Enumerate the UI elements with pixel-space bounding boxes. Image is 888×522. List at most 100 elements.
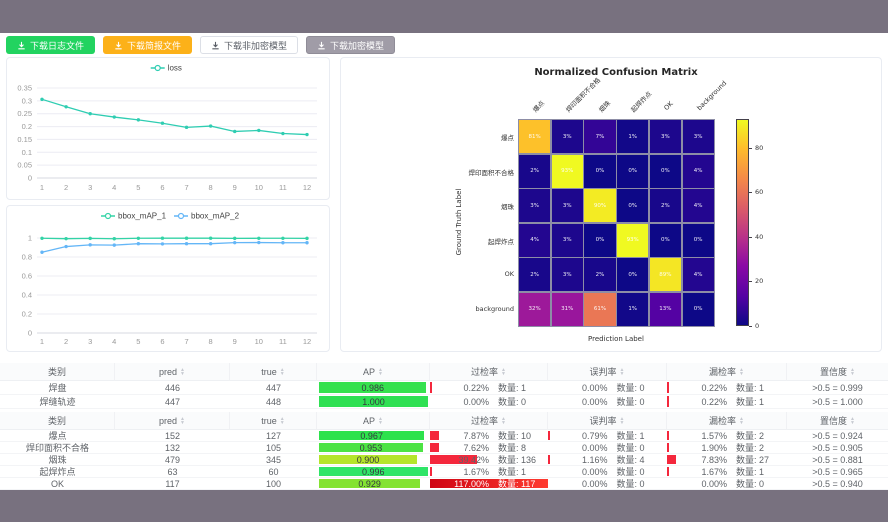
matrix-cell-value: 4% <box>693 202 703 209</box>
caret-up-icon: ▲ <box>279 366 285 373</box>
legend-label: bbox_mAP_1 <box>118 212 167 221</box>
table-header-row: 类别 pred ▲ ▼ true ▲ ▼ AP ▲ ▼ 过检率 ▲ ▼ 误判率 ▲ ▼ 漏检率 ▲ ▼ 置信度 ▲ ▼ <box>0 412 888 430</box>
download-icon <box>317 41 326 50</box>
table-row: 爆点 152 127 0.967 7.87% 数量: 10 0.79% 数量: 1 1.57% 数… <box>0 430 888 442</box>
column-header-4[interactable]: AP ▲ ▼ <box>317 363 430 381</box>
caret-down-icon: ▼ <box>378 370 383 377</box>
colorbar-tick <box>749 326 752 327</box>
matrix-cell: 3% <box>518 188 552 223</box>
sort-caret[interactable]: ▲ ▼ <box>180 366 185 376</box>
rate-count: 数量: 1 <box>736 383 765 393</box>
legend-item[interactable]: loss <box>150 64 182 73</box>
matrix-cell: 0% <box>648 222 682 258</box>
matrix-cell: 4% <box>681 257 715 292</box>
ap-bar: 0.996 <box>319 467 428 477</box>
column-header-6[interactable]: 误判率 ▲ ▼ <box>548 363 667 381</box>
data-point <box>208 242 213 246</box>
column-header-2[interactable]: pred ▲ ▼ <box>115 412 230 430</box>
overdetect-rate-cell: 7.87% 数量: 10 <box>430 430 548 442</box>
column-header-5[interactable]: 过检率 ▲ ▼ <box>430 412 548 430</box>
caret-down-icon: ▼ <box>739 419 744 426</box>
matrix-row-label: 烟珠 <box>501 203 514 212</box>
column-header-3[interactable]: true ▲ ▼ <box>230 363 317 381</box>
column-label: true <box>261 415 277 426</box>
column-header-4[interactable]: AP ▲ ▼ <box>317 412 430 430</box>
rate-bar <box>667 382 669 393</box>
ap-bar: 1.000 <box>319 396 428 407</box>
sort-caret[interactable]: ▲ ▼ <box>620 367 625 376</box>
sort-caret[interactable]: ▲ ▼ <box>180 416 185 425</box>
data-point <box>112 237 116 241</box>
button-label: 下载加密模型 <box>330 40 385 51</box>
caret-up-icon: ▲ <box>279 415 285 422</box>
rate-count: 数量: 136 <box>498 455 537 465</box>
data-point <box>40 250 44 254</box>
x-tick-label: 6 <box>160 183 164 192</box>
miss-rate-cell: 1.90% 数量: 2 <box>667 442 787 454</box>
y-tick-label: 0.1 <box>22 148 32 157</box>
sort-caret[interactable]: ▲ ▼ <box>279 366 285 376</box>
sort-caret[interactable]: ▲ ▼ <box>739 416 744 426</box>
column-label: 类别 <box>47 416 66 426</box>
sort-caret[interactable]: ▲ ▼ <box>501 416 506 425</box>
matrix-cell-value: 0% <box>661 168 670 174</box>
rate-percent: 0.22% <box>463 382 489 393</box>
column-header-7[interactable]: 漏检率 ▲ ▼ <box>667 363 787 381</box>
column-label: AP <box>363 366 376 377</box>
matrix-column-label: 起焊炸点 <box>629 89 654 114</box>
column-header-5[interactable]: 过检率 ▲ ▼ <box>430 363 548 381</box>
matrix-cell: 2% <box>518 153 552 189</box>
matrix-cell-value: 0% <box>628 168 638 174</box>
column-header-3[interactable]: true ▲ ▼ <box>230 412 317 430</box>
column-header-7[interactable]: 漏检率 ▲ ▼ <box>667 412 787 430</box>
column-header-8[interactable]: 置信度 ▲ ▼ <box>787 363 888 381</box>
sort-caret[interactable]: ▲ ▼ <box>620 416 625 425</box>
legend-item[interactable]: bbox_mAP_2 <box>174 212 240 221</box>
caret-down-icon: ▼ <box>378 419 383 426</box>
data-point <box>305 236 309 241</box>
caret-up-icon: ▲ <box>180 366 185 373</box>
column-header-8[interactable]: 置信度 ▲ ▼ <box>787 412 888 430</box>
download-unencrypted-model-button[interactable]: 下载非加密模型 <box>200 36 299 54</box>
legend-item[interactable]: bbox_mAP_1 <box>101 212 167 221</box>
sort-caret[interactable]: ▲ ▼ <box>739 367 744 376</box>
sort-caret[interactable]: ▲ ▼ <box>850 416 855 425</box>
column-label: 类别 <box>47 367 66 377</box>
ap-bar: 0.900 <box>319 455 418 465</box>
sort-caret[interactable]: ▲ ▼ <box>378 367 383 377</box>
rate-bar <box>430 479 548 488</box>
ap-bar: 0.986 <box>319 382 427 393</box>
matrix-cell-value: 81% <box>528 133 541 140</box>
x-tick-label: 1 <box>40 183 44 192</box>
pred-cell: 117 <box>115 478 230 490</box>
x-tick-label: 4 <box>112 337 116 346</box>
pred-cell: 132 <box>115 442 230 454</box>
miss-rate-cell: 0.22% 数量: 1 <box>667 381 787 395</box>
download-encrypted-model-button[interactable]: 下载加密模型 <box>306 36 396 54</box>
matrix-cell: 61% <box>583 291 617 327</box>
sort-caret[interactable]: ▲ ▼ <box>501 367 506 376</box>
confidence-cell: >0.5 = 0.924 <box>787 430 888 442</box>
column-header-6[interactable]: 误判率 ▲ ▼ <box>548 412 667 430</box>
rate-bar <box>430 382 432 393</box>
sort-caret[interactable]: ▲ ▼ <box>279 415 285 425</box>
rate-percent: 0.00% <box>581 396 608 407</box>
sort-caret[interactable]: ▲ ▼ <box>378 416 383 426</box>
rate-percent: 0.00% <box>701 478 727 489</box>
download-report-button[interactable]: 下载简报文件 <box>103 36 193 54</box>
column-label: 漏检率 <box>709 416 737 426</box>
data-point <box>257 236 261 240</box>
y-tick-label: 0.15 <box>17 135 32 144</box>
data-point <box>64 236 68 241</box>
y-tick-label: 0.6 <box>22 272 32 281</box>
sort-caret[interactable]: ▲ ▼ <box>850 367 855 376</box>
rate-percent: 7.87% <box>463 430 489 441</box>
data-point <box>233 129 237 134</box>
matrix-cell-value: 89% <box>659 271 672 278</box>
download-log-button[interactable]: 下载日志文件 <box>6 36 96 54</box>
column-header-2[interactable]: pred ▲ ▼ <box>115 363 230 381</box>
ap-bar-track: 1.000 <box>319 396 428 407</box>
matrix-cell: 2% <box>583 257 617 292</box>
rate-count: 数量: 1 <box>616 431 645 441</box>
rate-count: 数量: 0 <box>616 383 645 393</box>
